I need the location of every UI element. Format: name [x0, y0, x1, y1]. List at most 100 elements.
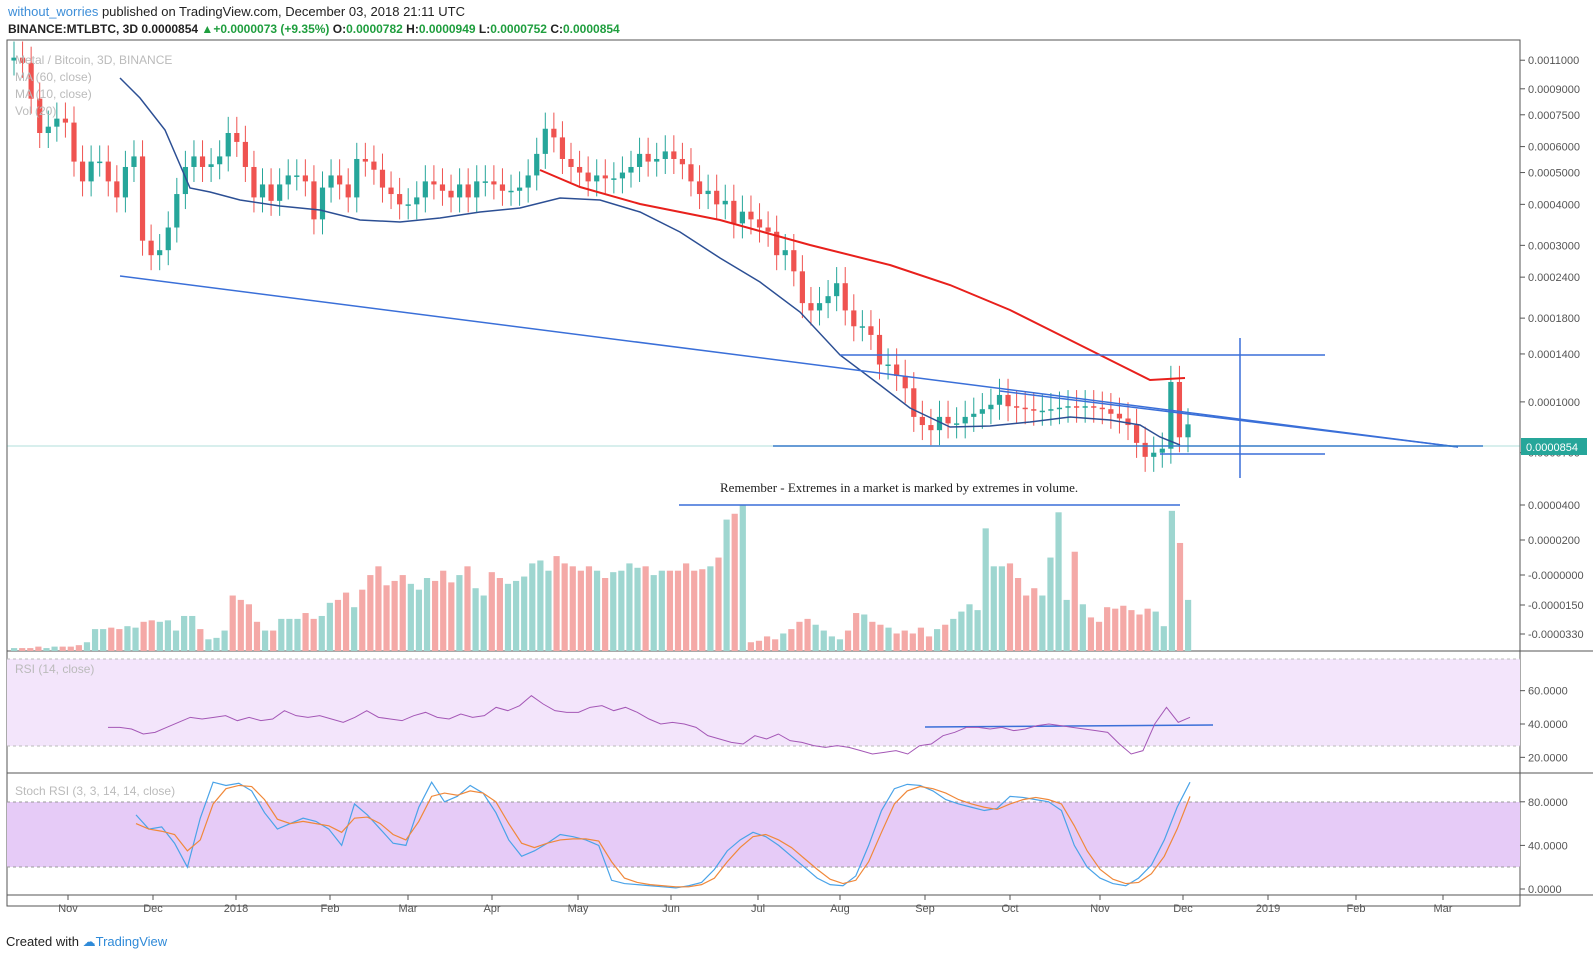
- volume-bar: [205, 639, 212, 651]
- candle-body: [79, 161, 86, 182]
- candle-body: [268, 184, 274, 201]
- legend-vol: Vol (20): [15, 104, 56, 118]
- ma-60-line: [539, 169, 1186, 382]
- volume-bar: [156, 621, 163, 651]
- tradingview-link[interactable]: TradingView: [95, 934, 168, 949]
- volume-bar: [375, 566, 382, 651]
- candle-body: [568, 158, 574, 167]
- rsi-tick-label: 20.0000: [1528, 752, 1568, 764]
- volume-bar: [990, 566, 997, 651]
- time-tick-label: Mar: [399, 903, 418, 915]
- candle-body: [1005, 394, 1011, 407]
- volume-bar: [189, 615, 196, 651]
- volume-bar: [27, 648, 34, 651]
- volume-bar: [108, 627, 115, 651]
- change-value: +0.0000073 (+9.35%): [213, 22, 330, 36]
- volume-bar: [796, 621, 803, 651]
- volume-bar: [1095, 621, 1103, 651]
- candle-body: [559, 137, 566, 159]
- candle-body: [1176, 381, 1183, 438]
- volume-bar: [618, 570, 625, 651]
- close-value: 0.0000854: [563, 22, 620, 36]
- candle-body: [1185, 424, 1191, 438]
- candle-body: [962, 416, 968, 424]
- volume-bar: [253, 621, 261, 651]
- rsi-support-line: [924, 724, 1214, 728]
- legend-title: Metal / Bitcoin, 3D, BINANCE: [15, 53, 172, 67]
- candle-body: [165, 227, 171, 251]
- candle-body: [499, 184, 506, 191]
- volume-bar: [181, 615, 188, 651]
- candle-body: [808, 303, 814, 311]
- candle-body: [234, 133, 240, 142]
- volume-bar: [1023, 595, 1030, 651]
- volume-bar: [1079, 604, 1086, 651]
- volume-bar: [885, 627, 892, 651]
- candle-body: [894, 364, 900, 376]
- volume-bar: [351, 607, 358, 651]
- candle-body: [217, 156, 223, 165]
- volume-bar: [286, 618, 293, 651]
- candle-body: [1091, 406, 1097, 408]
- author-link[interactable]: without_worries: [8, 4, 99, 19]
- rsi-band: [7, 659, 1520, 746]
- volume-bar: [561, 563, 568, 651]
- volume-bar: [116, 629, 123, 651]
- candle-body: [765, 227, 771, 232]
- open-label: O:: [332, 22, 347, 36]
- candle-body: [131, 156, 137, 167]
- candle-body: [654, 158, 660, 162]
- volume-bar: [755, 640, 763, 651]
- price-tick-label: 0.0001400: [1528, 349, 1580, 361]
- candle-body: [251, 166, 257, 198]
- volume-bar: [772, 639, 779, 651]
- volume-bar: [683, 563, 690, 651]
- candle-body: [388, 187, 394, 195]
- last-price: 0.0000854: [141, 22, 199, 36]
- volume-bar: [901, 630, 908, 651]
- annotation-text: Remember - Extremes in a market is marke…: [720, 480, 1078, 495]
- volume-bars: [11, 505, 1192, 651]
- volume-bar: [67, 646, 74, 651]
- volume-bar: [537, 560, 544, 651]
- volume-bar: [1039, 595, 1046, 651]
- volume-bar: [958, 611, 965, 651]
- candle-body: [679, 158, 686, 165]
- volume-bar: [934, 629, 941, 651]
- price-tick-label: 0.0004000: [1528, 199, 1580, 211]
- volume-bar: [1047, 557, 1054, 651]
- candle-body: [825, 296, 831, 304]
- volume-bar: [1014, 578, 1022, 651]
- candle-body: [11, 57, 17, 61]
- volume-bar: [391, 580, 398, 651]
- candle-body: [1142, 442, 1148, 457]
- volume-bar: [950, 618, 957, 651]
- candle-body: [182, 166, 188, 195]
- volume-bar: [691, 570, 698, 651]
- candle-body: [191, 156, 197, 167]
- volume-bar: [998, 566, 1005, 651]
- candle-body: [688, 164, 694, 182]
- candle-body: [405, 204, 411, 206]
- volume-bar: [423, 578, 431, 651]
- time-tick-label: May: [568, 903, 589, 915]
- volume-bar: [529, 563, 536, 651]
- candle-body: [45, 126, 51, 134]
- candle-body: [1022, 407, 1028, 410]
- volume-bar: [521, 576, 528, 651]
- volume-bar: [731, 513, 738, 651]
- stoch-tick-label: 0.0000: [1528, 884, 1562, 896]
- candle-body: [602, 175, 608, 179]
- volume-bar: [666, 570, 674, 651]
- volume-bar: [148, 620, 155, 651]
- volume-bar: [788, 629, 795, 651]
- publish-info: published on TradingView.com, December 0…: [101, 4, 465, 19]
- rsi-tick-label: 60.0000: [1528, 686, 1568, 698]
- candle-body: [491, 181, 497, 185]
- volume-bar: [383, 585, 390, 651]
- candle-body: [722, 200, 728, 205]
- volume-bar: [480, 595, 487, 651]
- candle-body: [585, 172, 591, 182]
- volume-bar: [83, 642, 91, 651]
